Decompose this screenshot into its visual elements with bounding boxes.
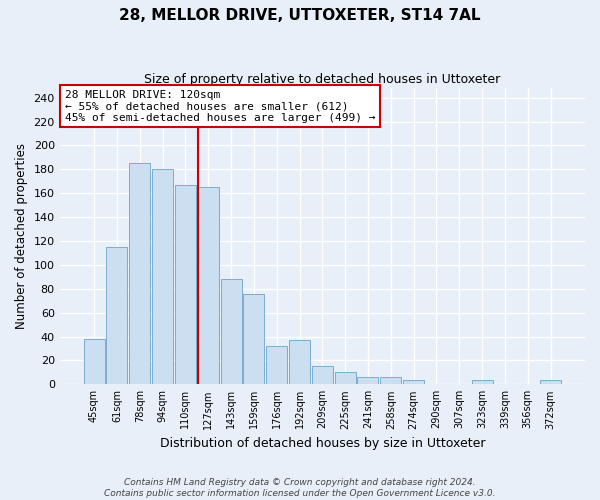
Bar <box>244 294 265 384</box>
Bar <box>312 366 333 384</box>
Bar <box>106 247 127 384</box>
Text: Contains HM Land Registry data © Crown copyright and database right 2024.
Contai: Contains HM Land Registry data © Crown c… <box>104 478 496 498</box>
Bar <box>175 185 196 384</box>
Title: Size of property relative to detached houses in Uttoxeter: Size of property relative to detached ho… <box>144 72 500 86</box>
Y-axis label: Number of detached properties: Number of detached properties <box>15 143 28 329</box>
Bar <box>472 380 493 384</box>
X-axis label: Distribution of detached houses by size in Uttoxeter: Distribution of detached houses by size … <box>160 437 485 450</box>
Text: 28 MELLOR DRIVE: 120sqm
← 55% of detached houses are smaller (612)
45% of semi-d: 28 MELLOR DRIVE: 120sqm ← 55% of detache… <box>65 90 376 122</box>
Bar <box>403 380 424 384</box>
Bar <box>358 377 379 384</box>
Bar <box>289 340 310 384</box>
Bar <box>197 187 218 384</box>
Bar <box>129 164 150 384</box>
Bar <box>221 279 242 384</box>
Bar <box>380 377 401 384</box>
Text: 28, MELLOR DRIVE, UTTOXETER, ST14 7AL: 28, MELLOR DRIVE, UTTOXETER, ST14 7AL <box>119 8 481 22</box>
Bar <box>266 346 287 385</box>
Bar <box>335 372 356 384</box>
Bar <box>540 380 561 384</box>
Bar <box>152 170 173 384</box>
Bar <box>83 339 104 384</box>
